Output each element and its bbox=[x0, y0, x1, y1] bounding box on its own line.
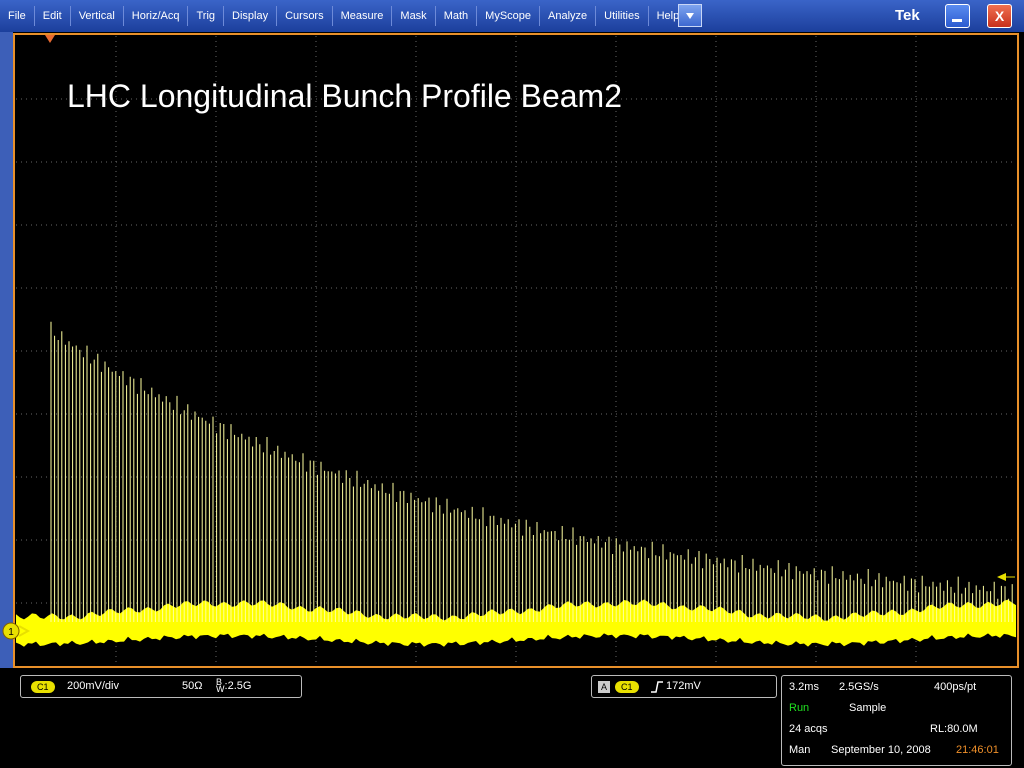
time-scale: 3.2ms bbox=[789, 681, 819, 693]
channel-arrow bbox=[18, 625, 31, 637]
baseline-noise bbox=[16, 599, 1016, 647]
channel-badge: C1 bbox=[31, 681, 55, 693]
vertical-scale: 200mV/div bbox=[67, 680, 119, 692]
menu-item[interactable]: Cursors bbox=[277, 6, 333, 26]
trigger-level-marker bbox=[997, 573, 1006, 581]
menu-item[interactable]: Horiz/Acq bbox=[124, 6, 189, 26]
menu-item[interactable]: Measure bbox=[333, 6, 393, 26]
date: September 10, 2008 bbox=[831, 744, 931, 756]
dropdown-icon bbox=[686, 13, 694, 19]
bandwidth-sub: W bbox=[216, 684, 225, 694]
record-length: RL:80.0M bbox=[930, 723, 978, 735]
bandwidth-value: :2.5G bbox=[224, 680, 252, 692]
bandwidth-prefix: B bbox=[216, 677, 223, 687]
channel-marker bbox=[2, 622, 20, 640]
menu-item[interactable]: Trig bbox=[188, 6, 225, 26]
menu-item[interactable]: Display bbox=[224, 6, 278, 26]
close-button[interactable]: X bbox=[987, 4, 1012, 28]
acq-state: Run bbox=[789, 702, 810, 714]
resolution: 400ps/pt bbox=[934, 681, 977, 693]
annotation: LHC Longitudinal Bunch Profile Beam2 bbox=[67, 78, 622, 114]
bandwidth: BW:2.5G bbox=[216, 677, 252, 694]
edge-icon bbox=[651, 681, 663, 693]
minimize-button[interactable] bbox=[945, 4, 970, 28]
minimize-icon bbox=[952, 19, 962, 22]
menu-item[interactable]: Edit bbox=[35, 6, 71, 26]
impedance: 50Ω bbox=[182, 680, 203, 692]
vertical-readout[interactable]: C1 200mV/div 50Ω BW:2.5G bbox=[20, 675, 302, 698]
trigger-channel-badge: C1 bbox=[615, 681, 639, 693]
acq-count: 24 acqs bbox=[789, 723, 828, 735]
menu-bar: File Edit Vertical Horiz/Acq Trig Display Curs… bbox=[0, 0, 1024, 32]
trigger-position-marker bbox=[45, 35, 55, 43]
acquisition-readout[interactable]: 3.2ms 2.5GS/s 400ps/pt Run Sample 24 acq… bbox=[781, 675, 1012, 766]
menu-dropdown[interactable] bbox=[678, 4, 702, 27]
waveform-display: 1 bbox=[2, 33, 1019, 668]
brand: Tek bbox=[895, 7, 920, 24]
channel-marker-label: 1 bbox=[8, 627, 14, 638]
menu-item[interactable]: Analyze bbox=[540, 6, 597, 26]
menu-item[interactable]: Math bbox=[436, 6, 478, 26]
menu-item[interactable]: File bbox=[0, 6, 35, 26]
menu-item[interactable]: Mask bbox=[392, 6, 436, 26]
menu-item[interactable]: Utilities bbox=[596, 6, 649, 26]
menu-item[interactable]: Vertical bbox=[71, 6, 124, 26]
menu-item[interactable]: MyScope bbox=[477, 6, 541, 26]
trigger-level: 172mV bbox=[666, 680, 701, 692]
acq-mode: Sample bbox=[849, 702, 887, 714]
sample-rate: 2.5GS/s bbox=[839, 681, 879, 693]
time: 21:46:01 bbox=[956, 744, 999, 756]
bunch-spikes bbox=[50, 321, 1013, 622]
trigger-mode: Man bbox=[789, 744, 811, 756]
trigger-source-badge: A bbox=[598, 681, 611, 693]
side-strip bbox=[0, 32, 13, 668]
trigger-readout[interactable]: A C1 172mV bbox=[591, 675, 777, 698]
